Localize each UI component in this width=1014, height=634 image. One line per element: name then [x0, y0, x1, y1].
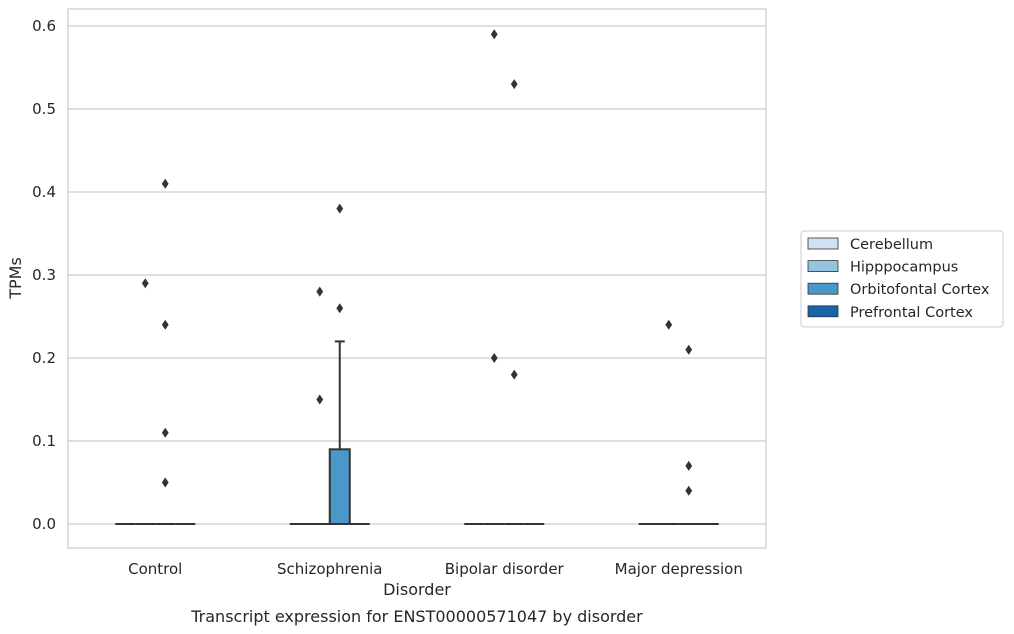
outlier-point: [685, 485, 693, 496]
outlier-point: [161, 427, 169, 438]
outlier-point: [685, 344, 693, 355]
y-tick-label: 0.6: [32, 17, 56, 35]
box-group: [135, 278, 156, 525]
outlier-point: [336, 203, 344, 214]
outlier-point: [161, 477, 169, 488]
legend-swatch: [807, 237, 839, 250]
outlier-point: [510, 79, 518, 90]
legend-frame: [800, 230, 1004, 328]
outlier-point: [490, 353, 498, 363]
y-tick-label: 0.0: [32, 515, 56, 533]
y-gridlines: [68, 25, 766, 525]
x-tick-label: Control: [128, 560, 182, 578]
y-tick-label: 0.4: [32, 183, 56, 201]
y-axis-title: TPMs: [6, 257, 25, 300]
box-iqr: [328, 448, 351, 525]
legend-swatch: [807, 260, 839, 273]
legend-items: Cerebellum Hipppocampus Orbitofontal Corte…: [807, 237, 990, 321]
outlier-point: [161, 319, 169, 330]
y-tick-label: 0.1: [32, 432, 56, 450]
outlier-point: [161, 178, 169, 189]
box-group: [309, 286, 330, 525]
box-group: [678, 344, 699, 525]
outlier-point: [685, 460, 693, 471]
box-group: [658, 319, 679, 525]
x-tick-labels: Control Schizophrenia Bipolar disorder Majo…: [128, 560, 743, 578]
x-tick-label: Schizophrenia: [277, 560, 382, 578]
box-group: [155, 178, 176, 525]
box-plot-marks: [115, 29, 719, 525]
box-group: [484, 29, 505, 525]
legend-swatch: [807, 305, 839, 318]
y-tick-label: 0.3: [32, 266, 56, 284]
x-tick-label: Major depression: [615, 560, 743, 578]
outlier-point: [141, 278, 149, 289]
legend-label: Cerebellum: [850, 237, 933, 253]
figure-caption: Transcript expression for ENST0000057104…: [190, 607, 643, 626]
outlier-point: [665, 319, 673, 330]
legend-label: Hipppocampus: [850, 260, 958, 276]
legend-label: Orbitofontal Cortex: [850, 282, 990, 298]
plot-area-frame: [67, 8, 767, 549]
x-axis-title: Disorder: [383, 580, 451, 599]
y-tick-labels: 0.0 0.1 0.2 0.3 0.4 0.5 0.6: [32, 17, 56, 533]
legend-swatch: [807, 282, 839, 295]
legend: Cerebellum Hipppocampus Orbitofontal Corte…: [800, 230, 1004, 328]
legend-label: Prefrontal Cortex: [850, 305, 973, 321]
outlier-point: [510, 369, 518, 380]
outlier-point: [316, 394, 324, 405]
outlier-point: [490, 29, 498, 40]
y-tick-label: 0.2: [32, 349, 56, 367]
y-tick-label: 0.5: [32, 100, 56, 118]
outlier-point: [336, 303, 344, 314]
box-group: [504, 79, 525, 525]
outlier-point: [316, 286, 324, 297]
box-group: [328, 203, 351, 525]
x-tick-label: Bipolar disorder: [445, 560, 565, 578]
